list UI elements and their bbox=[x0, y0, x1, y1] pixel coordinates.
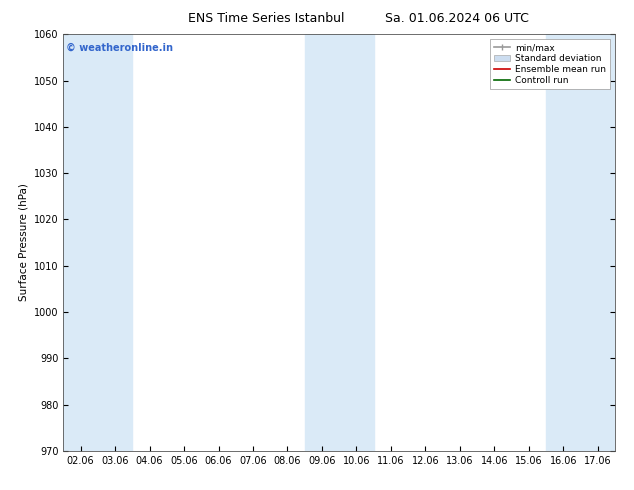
Bar bbox=[63, 34, 133, 451]
Text: © weatheronline.in: © weatheronline.in bbox=[66, 43, 173, 52]
Y-axis label: Surface Pressure (hPa): Surface Pressure (hPa) bbox=[18, 184, 29, 301]
Bar bbox=[305, 34, 373, 451]
Text: Sa. 01.06.2024 06 UTC: Sa. 01.06.2024 06 UTC bbox=[385, 12, 528, 25]
Legend: min/max, Standard deviation, Ensemble mean run, Controll run: min/max, Standard deviation, Ensemble me… bbox=[489, 39, 611, 89]
Text: ENS Time Series Istanbul: ENS Time Series Istanbul bbox=[188, 12, 344, 25]
Bar bbox=[546, 34, 615, 451]
